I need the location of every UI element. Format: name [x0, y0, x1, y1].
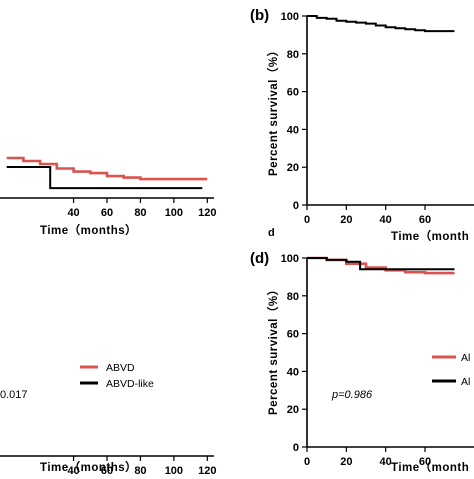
panel-b-y-tick-label-20: 20	[287, 162, 299, 174]
panel-d-series-line-1	[307, 257, 455, 271]
panel-d-y-tick-label-80: 80	[287, 291, 299, 303]
panel-c-legend: ABVD ABVD-like	[80, 362, 154, 390]
panel-c-x-tick-label-100: 100	[165, 465, 183, 474]
panel-b-x-axis-label: Time（month	[391, 229, 469, 243]
panel-a-x-axis-label: Time（months）	[40, 223, 137, 237]
panel-c-x-tick-label-120: 120	[198, 465, 216, 474]
panel-d-x-tick-label-0: 0	[304, 456, 310, 468]
panel-d-legend-label-1: Al	[461, 352, 470, 364]
panel-d-x-ticks: 0 20 40 60	[304, 447, 431, 468]
panel-d: (d) 0 20 40 60 80 100 0 20 40 60 Al Al p=0.986 T…	[250, 250, 474, 474]
panel-b-y-tick-label-0: 0	[293, 200, 299, 212]
panel-c-series	[6, 156, 208, 190]
panel-d-series	[307, 256, 455, 275]
panel-b-label: (b)	[250, 7, 269, 24]
panel-a-x-tick-label-60: 60	[101, 207, 113, 219]
panel-a-x-tick-label-40: 40	[67, 207, 79, 219]
panel-b-y-tick-label-40: 40	[287, 124, 299, 136]
panel-a-x-tick-label-120: 120	[198, 207, 216, 219]
panel-c-series-line-1	[6, 166, 203, 190]
panel-a-x-tick-label-80: 80	[134, 207, 146, 219]
panel-a-x-tick-label-100: 100	[165, 207, 183, 219]
panel-d-y-tick-label-20: 20	[287, 404, 299, 416]
panel-d-y-tick-label-60: 60	[287, 329, 299, 341]
panel-a: 40 60 80 100 120 Time（months）	[0, 197, 216, 237]
panel-b-x-tick-label-40: 40	[380, 214, 392, 226]
panel-c: 40 60 80 100 120 ABVD ABVD-like 0.017 Time（m…	[0, 156, 216, 477]
panel-b-x-tick-label-0: 0	[304, 214, 310, 226]
panel-c-legend-label-abvd: ABVD	[106, 362, 135, 374]
panel-b: (b) 0 20 40 60 80 100 0 20 40 60 Time（month Perc…	[250, 7, 474, 243]
panel-d-y-axis-label: Percent survival（%）	[266, 283, 280, 415]
panel-d-legend: Al Al	[432, 352, 470, 388]
panel-d-label: (d)	[250, 250, 269, 267]
panel-b-y-tick-label-100: 100	[281, 11, 299, 23]
panel-b-y-axis-label: Percent survival（%）	[266, 44, 280, 176]
panel-d-y-ticks: 0 20 40 60 80 100	[281, 253, 307, 454]
panel-d-y-tick-label-40: 40	[287, 366, 299, 378]
panel-d-x-tick-label-40: 40	[380, 456, 392, 468]
panel-d-x-tick-label-60: 60	[419, 456, 431, 468]
panel-b-y-tick-label-80: 80	[287, 49, 299, 61]
panel-d-y-tick-label-0: 0	[293, 442, 299, 454]
panel-b-y-tick-label-60: 60	[287, 87, 299, 99]
panel-d-legend-label-2: Al	[461, 376, 470, 388]
panel-a-x-ticks: 40 60 80 100 120	[67, 198, 216, 219]
panel-d-x-tick-label-20: 20	[340, 456, 352, 468]
panel-b-x-tick-label-20: 20	[340, 214, 352, 226]
panel-c-legend-label-abvd-like: ABVD-like	[106, 378, 154, 390]
panel-d-caption-fragment: d	[268, 227, 275, 239]
panel-c-series-line-0	[6, 156, 208, 181]
panel-d-x-axis-label: Time（month	[391, 460, 469, 474]
panel-c-x-axis-label: Time（months）	[40, 460, 137, 474]
panel-b-series	[307, 15, 455, 33]
panel-d-y-tick-label-100: 100	[281, 253, 299, 265]
panel-d-p-value: p=0.986	[331, 389, 373, 401]
panel-b-x-ticks: 0 20 40 60	[304, 205, 431, 226]
panel-b-y-ticks: 0 20 40 60 80 100	[281, 11, 307, 212]
panel-b-series-line-0	[307, 15, 455, 33]
panel-b-x-tick-label-60: 60	[419, 214, 431, 226]
panel-c-p-value: 0.017	[0, 389, 28, 401]
